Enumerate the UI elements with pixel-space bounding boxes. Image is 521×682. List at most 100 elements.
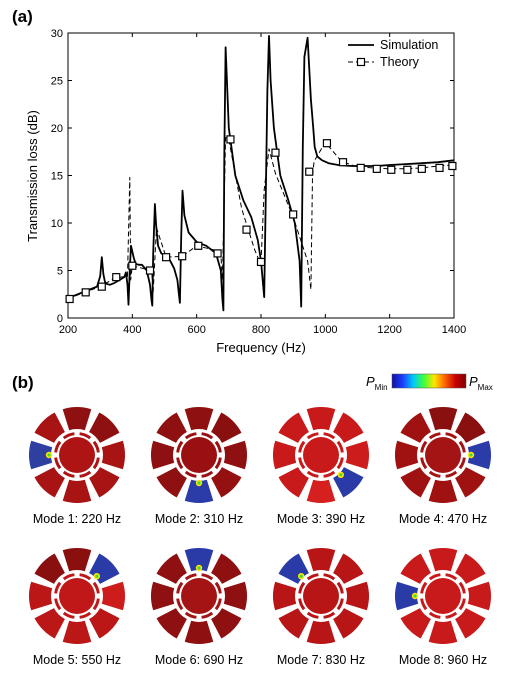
mode-inner-block [306, 573, 319, 581]
colorbar-gradient [391, 373, 467, 389]
mode-inner-block [306, 611, 319, 619]
mode-inner-block [92, 457, 100, 470]
mode-inner-block [184, 611, 197, 619]
mode-inner-block [184, 432, 197, 440]
mode-inner-block [420, 581, 428, 594]
mode-inner-block [445, 432, 458, 440]
mode-segment [62, 548, 92, 572]
legend-theory-marker [356, 57, 366, 67]
mode-inner-block [79, 573, 92, 581]
mode-inner-block [54, 457, 62, 470]
mode-inner-block [54, 440, 62, 453]
mode-segment [34, 412, 65, 443]
mode-segment [333, 467, 364, 498]
y-axis-label: Transmission loss (dB) [25, 110, 40, 242]
mode-inner-block [420, 457, 428, 470]
series-layer [65, 35, 457, 312]
mode-segment [101, 581, 125, 611]
mode-segment [400, 412, 431, 443]
mode-segment [400, 467, 431, 498]
y-tick-label: 25 [51, 76, 63, 88]
mode-inner-block [420, 440, 428, 453]
mode-segment [306, 479, 336, 503]
series-line-simulation [67, 35, 455, 312]
mode-inner-block [214, 598, 222, 611]
mode-inner-block [201, 573, 214, 581]
mode-inner-block [458, 457, 466, 470]
mode-inner-block [428, 432, 441, 440]
mode-core [303, 437, 339, 473]
mode-segment [151, 581, 175, 611]
theory-marker [417, 164, 426, 173]
mode-segment [395, 581, 419, 611]
mode-segment [89, 608, 120, 639]
mode-inner-block [201, 611, 214, 619]
mode-segment [29, 581, 53, 611]
colorbar-min-label: PMin [366, 374, 388, 392]
mode-segment [211, 412, 242, 443]
mode-shape-5: Mode 5: 550 Hz [29, 548, 125, 667]
mode-inner-block [201, 470, 214, 478]
theory-marker [162, 253, 171, 262]
theory-marker [356, 163, 365, 172]
mode-inner-block [323, 573, 336, 581]
mode-segment [34, 608, 65, 639]
mode-shape-8: Mode 8: 960 Hz [395, 548, 491, 667]
mode-inner-block [336, 598, 344, 611]
theory-marker [128, 261, 137, 270]
mode-inner-block [323, 611, 336, 619]
mode-segment [467, 581, 491, 611]
mode-segment [184, 620, 214, 644]
mode-inner-block [79, 470, 92, 478]
mode-label: Mode 5: 550 Hz [33, 653, 121, 667]
theory-marker [242, 225, 251, 234]
mode-inner-block [306, 432, 319, 440]
x-tick-label: 200 [59, 324, 77, 336]
mode-shape-2: Mode 2: 310 Hz [151, 407, 247, 526]
mode-segment [29, 440, 53, 470]
mode-shape-3: Mode 3: 390 Hz [273, 407, 369, 526]
mode-inner-block [92, 440, 100, 453]
mode-inner-block [298, 457, 306, 470]
mode-segment [278, 553, 309, 584]
mode-segment [62, 407, 92, 431]
mode-segment [34, 467, 65, 498]
mode-core [181, 578, 217, 614]
mode-hotspot-core [47, 453, 51, 457]
mode-segment [89, 553, 120, 584]
mode-inner-block [62, 432, 75, 440]
theory-marker [305, 167, 314, 176]
mode-inner-block [336, 457, 344, 470]
mode-segment [278, 412, 309, 443]
mode-segment [428, 620, 458, 644]
theory-marker [112, 273, 121, 282]
mode-core [425, 578, 461, 614]
mode-segment [62, 479, 92, 503]
mode-label: Mode 2: 310 Hz [155, 512, 243, 526]
mode-segment [278, 608, 309, 639]
mode-inner-block [214, 457, 222, 470]
theory-marker [338, 158, 348, 167]
mode-inner-block [62, 470, 75, 478]
theory-marker [387, 165, 396, 174]
mode-shape-6: Mode 6: 690 Hz [151, 548, 247, 667]
theory-marker [178, 252, 187, 261]
panel-b-label: (b) [12, 373, 34, 392]
mode-inner-block [428, 470, 441, 478]
mode-segment [156, 412, 187, 443]
pressure-colorbar: PMin PMax [366, 373, 493, 392]
mode-segment [151, 440, 175, 470]
mode-hotspot-core [95, 574, 99, 578]
mode-inner-block [428, 611, 441, 619]
y-tick-label: 5 [57, 266, 63, 278]
mode-inner-block [92, 598, 100, 611]
mode-segment [400, 608, 431, 639]
mode-segment [156, 553, 187, 584]
mode-inner-block [176, 457, 184, 470]
mode-segment [184, 479, 214, 503]
y-tick-label: 10 [51, 218, 63, 230]
mode-segment [211, 553, 242, 584]
mode-inner-block [92, 581, 100, 594]
y-axis-ticks: 0 5 10 15 20 25 30 [51, 28, 454, 325]
mode-inner-block [445, 611, 458, 619]
